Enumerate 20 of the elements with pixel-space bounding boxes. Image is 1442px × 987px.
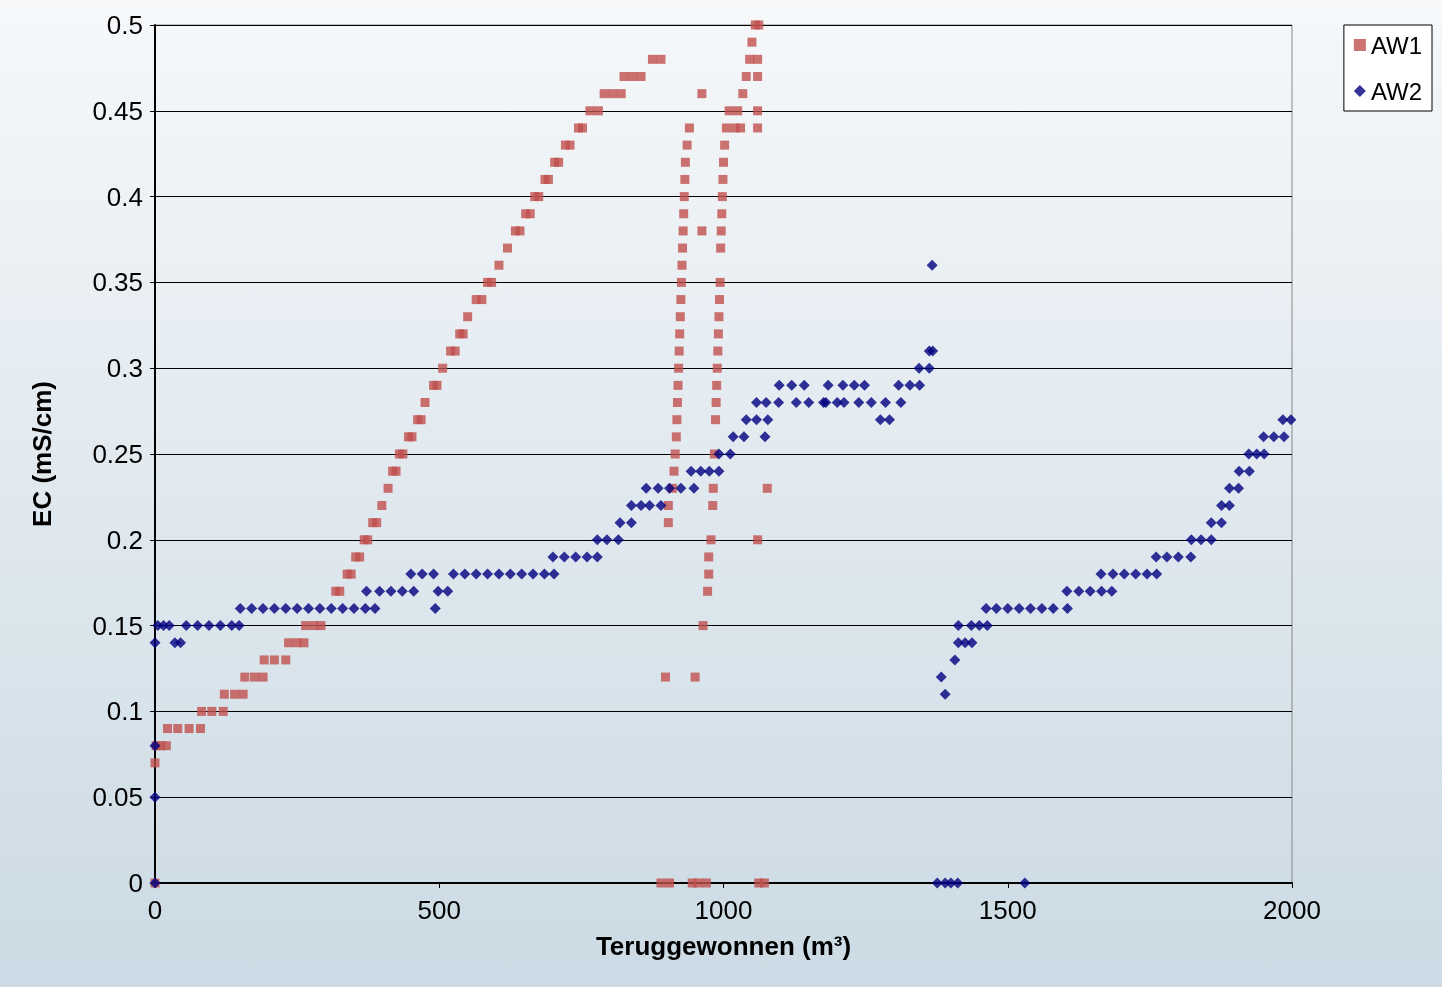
y-tick-label: 0.1 xyxy=(106,696,143,727)
y-tick-label: 0.15 xyxy=(92,610,143,641)
y-tick-label: 0.3 xyxy=(106,353,143,384)
y-axis-title: EC (mS/cm) xyxy=(27,381,57,527)
x-tick-label: 2000 xyxy=(1263,895,1321,925)
legend-label: AW1 xyxy=(1370,31,1423,59)
x-axis-title: Teruggewonnen (m³) xyxy=(595,931,852,961)
y-tick-label: 0.2 xyxy=(106,524,143,555)
y-tick-label: 0.5 xyxy=(106,10,143,40)
y-tick-label: 0.45 xyxy=(92,95,143,126)
y-tick-label: 0.05 xyxy=(92,782,143,813)
legend-label: AW2 xyxy=(1370,77,1423,105)
y-tick-label: 0 xyxy=(128,868,143,898)
x-tick-label: 500 xyxy=(417,895,461,925)
y-tick-label: 0.25 xyxy=(92,439,143,469)
x-tick-label: 1500 xyxy=(978,895,1037,925)
x-tick-label: 0 xyxy=(147,895,163,925)
y-tick-label: 0.35 xyxy=(92,267,143,298)
x-tick-label: 1000 xyxy=(694,895,753,925)
y-tick-label: 0.4 xyxy=(106,181,143,212)
